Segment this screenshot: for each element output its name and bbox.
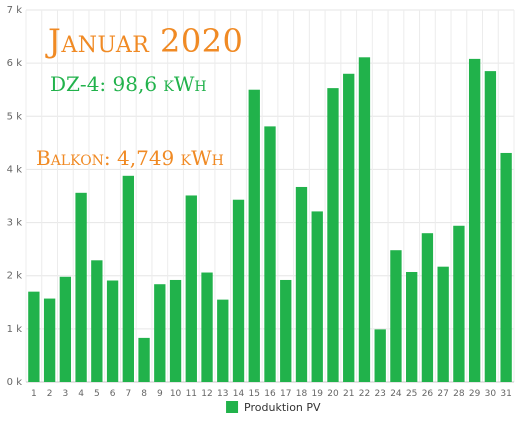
x-tick-label: 31 (500, 389, 511, 399)
bar[interactable] (185, 195, 197, 382)
x-tick-label: 23 (374, 389, 385, 399)
bar[interactable] (75, 192, 87, 382)
x-tick-label: 22 (359, 389, 370, 399)
x-tick-label: 5 (94, 389, 100, 399)
x-tick-label: 21 (343, 389, 354, 399)
bar[interactable] (327, 88, 339, 383)
bar[interactable] (91, 260, 103, 382)
x-tick-label: 20 (327, 389, 339, 399)
legend-label[interactable]: Produktion PV (244, 401, 321, 414)
grid-layer (25, 9, 515, 383)
bar[interactable] (311, 211, 323, 382)
legend-swatch[interactable] (226, 401, 239, 413)
bar[interactable] (59, 276, 72, 382)
x-tick-label: 15 (249, 389, 260, 399)
bar[interactable] (138, 337, 150, 382)
x-tick-label: 2 (47, 389, 53, 399)
bar[interactable] (343, 73, 355, 383)
balkon-total-label: Balkon: 4,749 kWh (36, 146, 224, 170)
bar[interactable] (106, 280, 119, 382)
y-tick-label: 1 k (7, 324, 23, 335)
x-tick-label: 1 (31, 389, 37, 399)
bar-layer (28, 57, 512, 383)
x-tick-label: 24 (390, 389, 402, 399)
y-tick-label: 3 k (7, 218, 23, 229)
bar[interactable] (154, 284, 166, 382)
x-tick-label: 13 (217, 389, 228, 399)
x-tick-label: 12 (201, 389, 212, 399)
x-tick-label: 8 (141, 389, 147, 399)
x-tick-label: 19 (311, 389, 323, 399)
y-tick-label: 2 k (7, 271, 23, 282)
bar[interactable] (358, 57, 371, 382)
bar[interactable] (28, 291, 40, 382)
y-tick-label: 4 k (7, 164, 23, 175)
bar[interactable] (43, 298, 56, 382)
x-tick-label: 14 (233, 389, 245, 399)
bar[interactable] (437, 266, 449, 382)
bar[interactable] (232, 199, 245, 382)
x-tick-label: 17 (280, 389, 291, 399)
y-tick-label: 0 k (7, 377, 23, 388)
y-tick-label: 7 k (7, 5, 23, 16)
legend[interactable]: Produktion PV (226, 401, 321, 414)
dz-total-label: DZ-4: 98,6 kWh (50, 72, 207, 96)
x-tick-label: 3 (62, 389, 68, 399)
bar[interactable] (280, 279, 292, 382)
bar[interactable] (248, 89, 260, 382)
y-tick-label: 5 k (7, 111, 23, 122)
x-tick-label: 18 (296, 389, 308, 399)
bar[interactable] (406, 271, 418, 382)
bar[interactable] (421, 233, 434, 382)
x-tick-label: 9 (157, 389, 163, 399)
x-tick-label: 10 (170, 389, 182, 399)
bar[interactable] (169, 279, 182, 382)
bar[interactable] (468, 58, 481, 383)
x-tick-label: 29 (469, 389, 481, 399)
x-tick-label: 6 (110, 389, 116, 399)
x-tick-label: 11 (186, 389, 197, 399)
month-title: Januar 2020 (48, 22, 244, 60)
bar[interactable] (374, 329, 386, 382)
y-tick-label: 6 k (7, 58, 23, 69)
x-tick-label: 30 (485, 389, 497, 399)
bar[interactable] (201, 272, 213, 382)
axis-layer: 0 k1 k2 k3 k4 k5 k6 k7 k1 2 3 4 5 6 7 8 9 10 11 12 1… (7, 5, 514, 399)
x-tick-label: 25 (406, 389, 417, 399)
bar[interactable] (122, 175, 134, 382)
bar[interactable] (484, 71, 497, 382)
bar[interactable] (295, 186, 308, 382)
bar[interactable] (500, 152, 512, 382)
bar[interactable] (264, 126, 276, 382)
x-tick-label: 26 (422, 389, 434, 399)
bar[interactable] (217, 299, 229, 382)
x-tick-label: 27 (437, 389, 448, 399)
x-tick-label: 4 (78, 389, 84, 399)
bar[interactable] (453, 225, 465, 382)
x-tick-label: 28 (453, 389, 465, 399)
x-tick-label: 16 (264, 389, 276, 399)
bar[interactable] (390, 250, 402, 382)
x-tick-label: 7 (125, 389, 131, 399)
